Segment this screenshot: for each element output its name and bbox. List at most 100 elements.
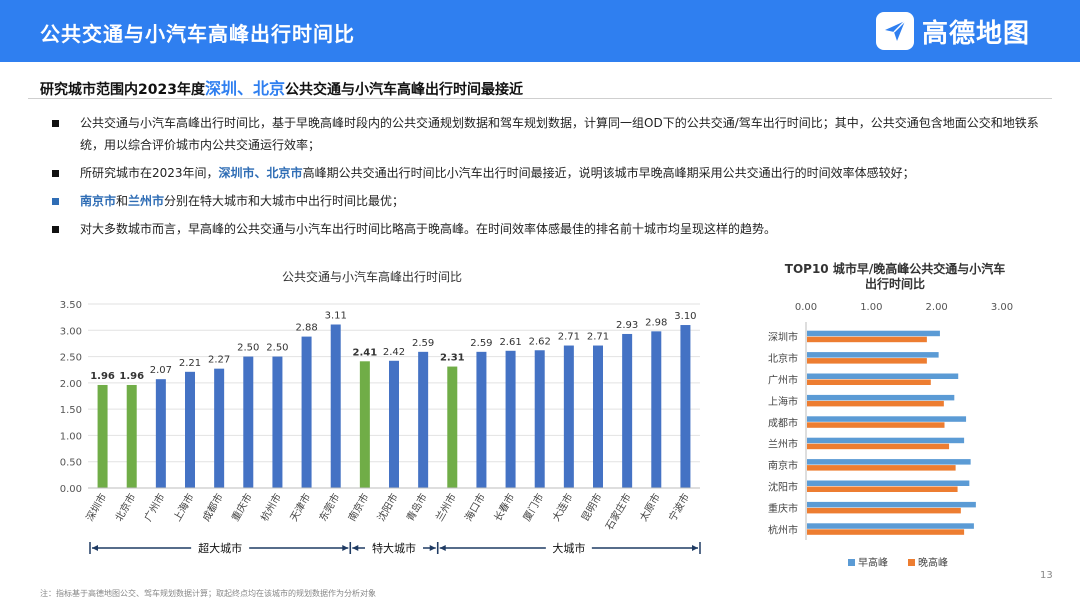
bar xyxy=(622,333,633,488)
bullet-square-icon xyxy=(52,198,59,205)
x-tick-label: 北京市 xyxy=(112,491,138,523)
legend-label: 早高峰 xyxy=(858,556,888,569)
chart1-title: 公共交通与小汽车高峰出行时间比 xyxy=(282,270,463,284)
bullet-square-icon xyxy=(52,120,59,127)
y-tick-label: 深圳市 xyxy=(768,331,798,344)
bar xyxy=(807,422,945,428)
section-subtitle: 研究城市范围内2023年度深圳、北京公共交通与小汽车高峰出行时间最接近 xyxy=(40,75,523,99)
x-tick-label: 沈阳市 xyxy=(374,491,400,523)
bullet-text: 对大多数城市而言，早高峰的公共交通与小汽车出行时间比略高于晚高峰。在时间效率体感… xyxy=(80,222,777,236)
bar xyxy=(97,384,108,488)
bullet-highlight: 兰州市 xyxy=(128,194,165,208)
bar xyxy=(563,345,574,488)
bar xyxy=(807,459,971,465)
bullet-item: 对大多数城市而言，早高峰的公共交通与小汽车出行时间比略高于晚高峰。在时间效率体感… xyxy=(52,218,1042,240)
x-tick-label: 昆明市 xyxy=(578,491,604,523)
bullet-square-icon xyxy=(52,226,59,233)
bullet-text: 和 xyxy=(116,194,129,208)
y-tick-label: 北京市 xyxy=(768,352,798,365)
data-label: 2.93 xyxy=(616,320,638,331)
y-tick-label: 沈阳市 xyxy=(768,481,798,494)
bar xyxy=(807,352,939,358)
bar xyxy=(807,416,967,422)
bar-chart-time-ratio: 0.00 0.50 1.00 1.50 2.00 2.50 3.00 3.50 1.96 深圳市 1… xyxy=(60,300,701,555)
x-tick-label: 太原市 xyxy=(637,491,663,523)
x-tick-label: 上海市 xyxy=(170,491,196,523)
bullet-text: 分别在特大城市和大城市中出行时间比最优； xyxy=(164,194,405,208)
bar xyxy=(301,336,312,488)
y-tick-label: 重庆市 xyxy=(768,502,798,515)
data-label: 1.96 xyxy=(119,371,144,382)
group-label: 超大城市 xyxy=(198,541,242,555)
page-title: 公共交通与小汽车高峰出行时间比 xyxy=(40,22,355,46)
bar xyxy=(680,325,691,488)
bullet-item: 公共交通与小汽车高峰出行时间比，基于早晚高峰时段内的公共交通规划数据和驾车规划数… xyxy=(52,112,1042,156)
legend-swatch xyxy=(848,559,855,566)
group-label: 特大城市 xyxy=(372,541,416,555)
x-tick-label: 天津市 xyxy=(287,491,313,523)
bullet-text: 公共交通与小汽车高峰出行时间比，基于早晚高峰时段内的公共交通规划数据和驾车规划数… xyxy=(80,116,1039,152)
data-label: 2.31 xyxy=(440,353,465,364)
brand-logo: 高德地图 xyxy=(876,12,1030,50)
header-bar: 公共交通与小汽车高峰出行时间比 高德地图 xyxy=(0,0,1080,62)
bar xyxy=(807,443,950,450)
bar xyxy=(807,330,940,337)
bar xyxy=(418,351,429,488)
x-tick-label: 青岛市 xyxy=(403,491,429,523)
bar xyxy=(807,507,961,514)
data-label: 2.71 xyxy=(558,332,580,343)
legend-label: 晚高峰 xyxy=(918,556,948,569)
bullet-list: 公共交通与小汽车高峰出行时间比，基于早晚高峰时段内的公共交通规划数据和驾车规划数… xyxy=(52,112,1042,246)
bullet-highlight: 南京市 xyxy=(80,194,117,208)
y-tick-label: 3.00 xyxy=(60,326,82,337)
bar xyxy=(807,465,956,471)
data-label: 2.71 xyxy=(587,332,609,343)
logo-text: 高德地图 xyxy=(922,18,1031,49)
bar xyxy=(505,350,516,488)
bar xyxy=(214,368,225,488)
bar xyxy=(126,384,137,488)
y-tick-label: 成都市 xyxy=(768,416,798,429)
y-tick-label: 3.50 xyxy=(60,300,82,311)
data-label: 2.61 xyxy=(499,337,521,348)
bar xyxy=(807,336,927,343)
x-tick-label: 广州市 xyxy=(141,491,167,523)
bar xyxy=(447,366,458,488)
subtitle-highlight: 深圳、北京 xyxy=(204,79,285,98)
y-tick-label: 杭州市 xyxy=(768,523,798,536)
data-label: 2.50 xyxy=(266,343,288,354)
bar xyxy=(807,394,955,401)
y-tick-label: 0.00 xyxy=(60,484,82,495)
arrow-right-icon xyxy=(342,545,349,551)
bar xyxy=(389,360,399,488)
y-tick-label: 2.50 xyxy=(60,353,82,364)
x-tick-label: 南京市 xyxy=(345,491,371,523)
data-label: 2.07 xyxy=(150,365,172,376)
x-tick-label: 东莞市 xyxy=(316,491,342,523)
arrow-left-icon xyxy=(92,545,98,551)
x-tick-label: 2.00 xyxy=(926,302,948,313)
navigation-arrow-icon xyxy=(876,12,914,50)
group-label: 大城市 xyxy=(552,541,585,555)
data-label: 2.21 xyxy=(179,358,201,369)
data-label: 2.98 xyxy=(645,317,667,328)
y-tick-label: 上海市 xyxy=(768,395,798,408)
page-number: 13 xyxy=(1040,570,1053,581)
bar xyxy=(155,379,166,488)
x-tick-label: 兰州市 xyxy=(433,491,459,523)
data-label: 2.59 xyxy=(412,338,434,349)
bar xyxy=(359,361,370,488)
hbar-chart-top10: 0.00 1.00 2.00 3.00 深圳市北京市广州市上海市成都市兰州市南京市沈阳市… xyxy=(768,302,1013,569)
bar xyxy=(330,324,341,488)
divider xyxy=(28,98,1052,99)
bar xyxy=(807,529,965,535)
x-tick-label: 厦门市 xyxy=(520,491,546,523)
bullet-text: 所研究城市在2023年间， xyxy=(80,166,219,180)
footnote: 注：指标基于高德地图公交、驾车规划数据计算；取起终点均在该城市的规划数据作为分析… xyxy=(40,589,376,598)
data-label: 2.50 xyxy=(237,343,259,354)
x-tick-label: 大连市 xyxy=(549,491,575,523)
bar xyxy=(807,373,959,379)
bar xyxy=(476,351,487,488)
legend-swatch xyxy=(908,559,915,566)
arrow-left-icon xyxy=(352,545,359,551)
